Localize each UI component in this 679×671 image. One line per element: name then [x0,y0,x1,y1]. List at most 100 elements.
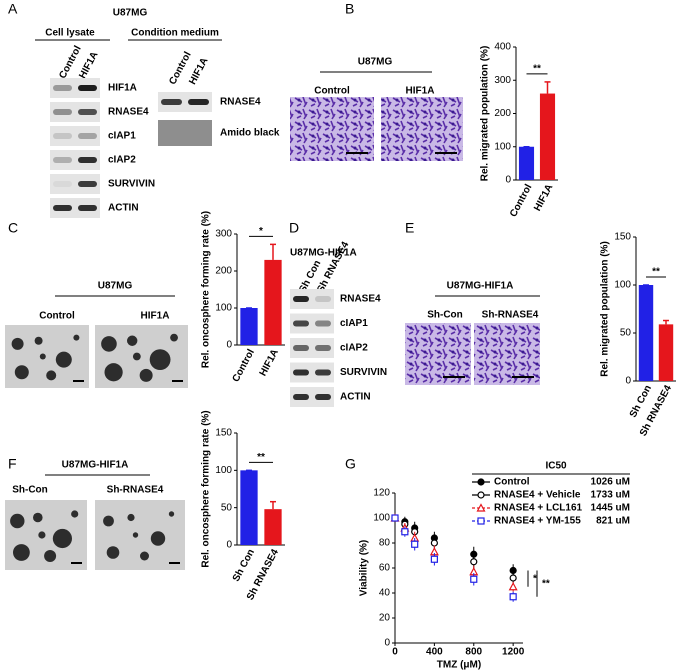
label: Cell lysate [45,28,95,39]
row-label: ACTIN [340,392,371,403]
sphere [11,337,24,350]
sphere [104,363,123,382]
y-tick-label: 50 [221,502,233,513]
blot-band [315,394,331,400]
legend-marker [476,503,486,512]
y-tick-label: 120 [373,488,390,499]
image-label: Control [314,86,350,97]
sphere [34,336,43,345]
bar [518,146,535,180]
row-label: cIAP2 [340,343,368,354]
blot-strip [290,338,334,358]
sphere [52,528,72,549]
legend-marker [477,517,485,525]
legend-ic50: 1733 uM [591,490,630,501]
data-point [508,581,518,591]
label: Condition medium [131,28,219,39]
image-label: Control [39,311,75,322]
blot-band [53,133,72,139]
sphere [168,511,175,517]
y-tick-label: 0 [226,540,232,551]
legend-ic50: 821 uM [596,516,630,527]
blot-band [53,205,72,211]
y-tick-label: 0 [625,376,631,387]
blot-band [53,157,72,163]
blot-band [53,181,72,187]
blot-strip [290,362,334,383]
y-tick-label: 150 [215,428,232,439]
y-tick-label: 0 [505,175,511,186]
blot-band [315,369,331,376]
panel-letter: E [405,220,414,236]
row-label: RNASE4 [220,97,261,108]
blot-band [293,394,309,400]
row-label: SURVIVIN [108,179,155,190]
x-tick-label: Control [231,347,258,384]
blot-band [78,205,97,211]
label: U87MG [358,57,393,68]
sphere [71,510,79,518]
image-label: HIF1A [406,86,435,97]
micrograph [381,97,463,161]
micrograph [405,323,471,385]
label: U87MG-HIF1A [447,281,514,292]
blot-band [78,85,97,91]
panel-letter: C [8,220,18,236]
blot-strip [290,313,334,334]
x-axis-label: TMZ (μM) [437,660,481,671]
significance: * [259,226,263,237]
blot-strip [50,198,100,218]
y-tick-label: 400 [494,42,511,53]
y-tick-label: 100 [215,465,232,476]
label: U87MG [113,8,148,19]
x-tick-label: 0 [392,647,398,658]
image-label: Sh-RNASE4 [482,310,539,321]
blot-strip [158,120,212,146]
row-label: RNASE4 [340,294,381,305]
sphere [127,513,135,522]
image-label: Sh-RNASE4 [107,485,164,496]
bar [638,285,654,381]
y-axis-label: Viability (%) [359,540,370,597]
legend-marker [477,478,485,486]
blot-band [315,345,331,351]
sphere [132,352,141,361]
legend-label: RNASE4 + LCL161 [494,503,583,514]
sphere [14,365,29,380]
sphere [44,550,57,562]
data-point [411,540,419,548]
sphere [13,544,30,561]
row-label: Amido black [220,128,280,139]
micrograph [290,97,374,161]
blot-band [161,99,182,105]
sphere [127,335,138,346]
data-point [430,555,438,563]
x-tick-label: 1200 [502,647,525,658]
y-tick-label: 0 [384,638,390,649]
bar [240,308,258,345]
data-point [509,593,517,601]
blot-strip [290,289,334,309]
sphere [170,333,178,342]
y-tick-label: 100 [215,303,232,314]
bar [539,93,556,180]
blot-band [78,181,97,187]
significance: ** [652,267,660,278]
y-tick-label: 100 [494,141,511,152]
sphere [38,531,46,539]
x-tick-label: Sh Con [231,547,257,583]
panel-letter: A [8,1,18,17]
y-axis-label: Rel. oncosphere forming rate (%) [201,410,212,567]
blot-band [78,109,97,115]
blot-band [53,109,72,115]
y-tick-label: 0 [226,340,232,351]
blot-strip [50,150,100,170]
sphere [139,368,153,382]
panel-letter: B [345,1,354,17]
sphere [33,512,43,523]
row-label: SURVIVIN [340,367,387,378]
blot-band [78,133,97,139]
sphere [73,334,80,341]
legend-ic50: 1026 uM [591,477,630,488]
